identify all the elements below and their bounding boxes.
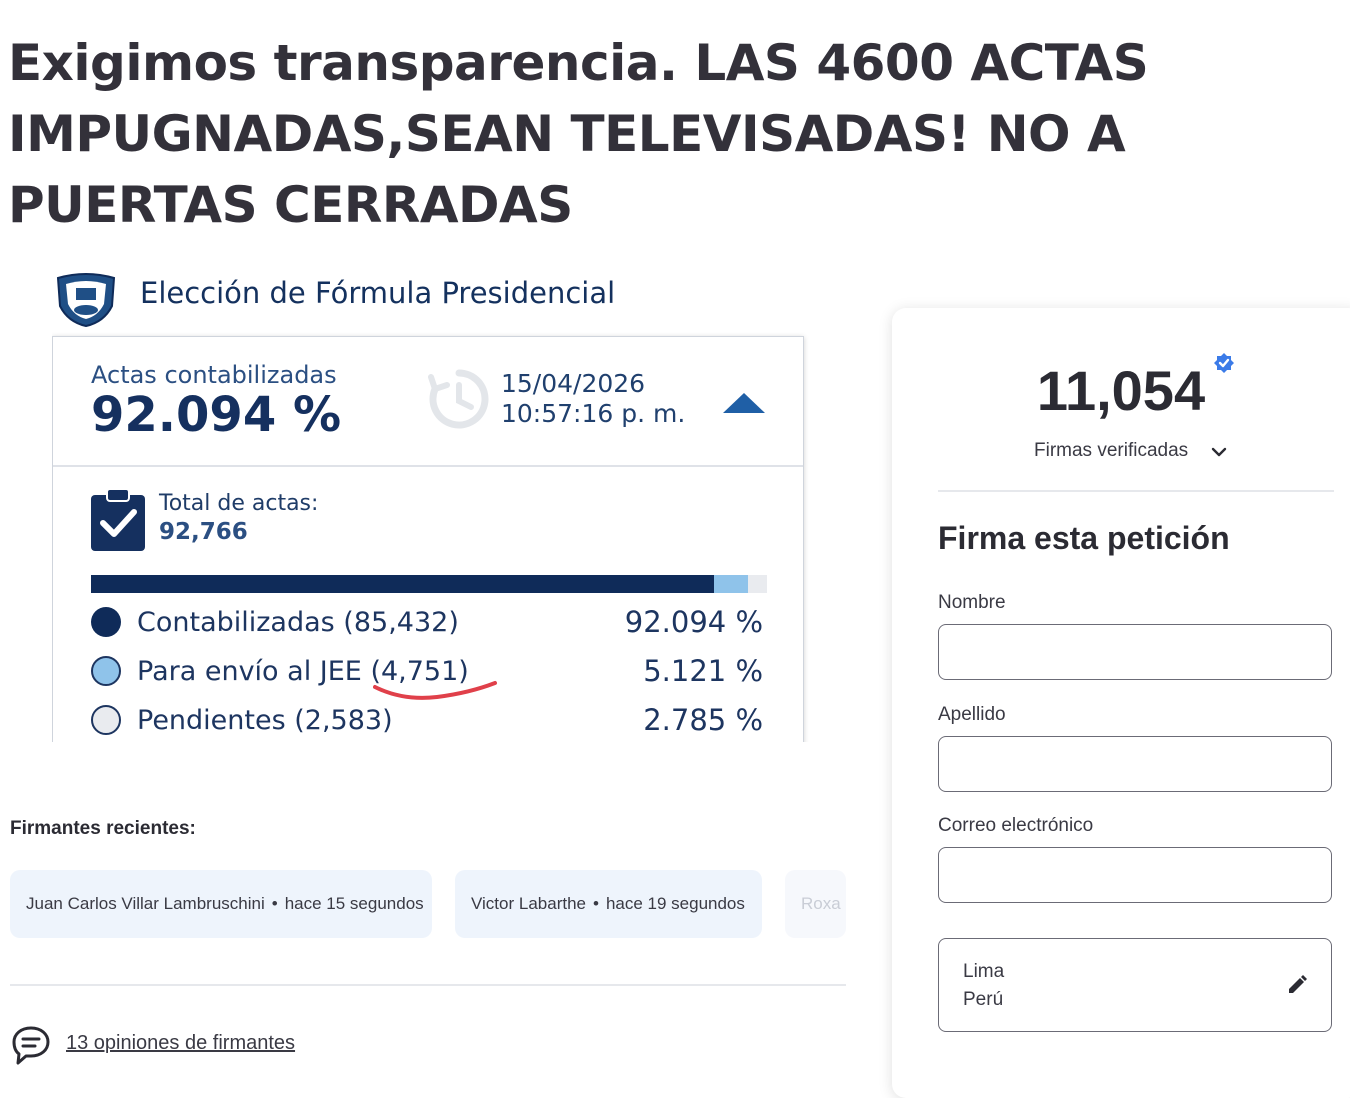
total-actas-value: 92,766 <box>159 519 248 545</box>
update-time: 10:57:16 p. m. <box>501 399 686 428</box>
signature-count: 11,054 <box>1036 359 1206 422</box>
signer-time: hace 19 segundos <box>605 894 745 913</box>
last-name-input[interactable] <box>938 736 1332 792</box>
progress-segment-jee <box>713 575 749 593</box>
signer-time: hace 15 segundos <box>284 894 424 913</box>
coat-of-arms-icon <box>56 273 116 328</box>
results-card-header: Actas contabilizadas 92.094 % 15/04/2026… <box>53 337 803 467</box>
legend-label-jee: Para envío al JEE (4,751) <box>137 656 469 687</box>
legend-dot-jee <box>91 656 121 686</box>
recent-signers-heading: Firmantes recientes: <box>10 818 196 839</box>
petition-title: Exigimos transparencia. LAS 4600 ACTAS I… <box>8 34 1149 234</box>
update-date: 15/04/2026 <box>501 369 646 398</box>
legend-dot-counted <box>91 607 121 637</box>
legend-pct-counted: 92.094 % <box>624 605 763 639</box>
sign-form-title: Firma esta petición <box>938 520 1230 556</box>
actas-progress-bar <box>91 575 767 593</box>
location-city: Lima <box>963 961 1005 982</box>
legend-label-pending: Pendientes (2,583) <box>137 705 393 736</box>
progress-segment-counted <box>91 575 714 593</box>
legend-pct-jee: 5.121 % <box>643 654 763 688</box>
chevron-down-icon[interactable] <box>1210 443 1228 461</box>
recent-signer-chip: Victor Labarthe • hace 19 segundos <box>455 870 762 938</box>
clock-history-icon <box>428 369 489 429</box>
legend-dot-pending <box>91 705 121 735</box>
email-input[interactable] <box>938 847 1332 903</box>
location-country: Perú <box>963 989 1004 1010</box>
verified-badge-icon <box>1214 353 1234 373</box>
location-field[interactable]: Lima Perú <box>938 938 1332 1032</box>
signer-name: Roxa <box>801 894 841 913</box>
election-results-image: Elección de Fórmula Presidencial Actas c… <box>52 268 812 742</box>
panel-divider <box>938 490 1334 492</box>
verified-signatures-toggle[interactable]: Firmas verificadas <box>1034 440 1189 461</box>
actas-value: 92.094 % <box>91 387 342 443</box>
last-name-label: Apellido <box>938 704 1006 725</box>
triangle-up-icon <box>723 393 765 413</box>
comment-bubble-icon <box>12 1026 50 1065</box>
first-name-input[interactable] <box>938 624 1332 680</box>
legend-pct-pending: 2.785 % <box>643 703 763 737</box>
total-actas-label: Total de actas: <box>159 491 319 516</box>
recent-signer-chip: Juan Carlos Villar Lambruschini • hace 1… <box>10 870 432 938</box>
opinions-link[interactable]: 13 opiniones de firmantes <box>66 1032 296 1054</box>
actas-label: Actas contabilizadas <box>91 361 337 389</box>
signer-name: Juan Carlos Villar Lambruschini <box>26 894 265 913</box>
first-name-label: Nombre <box>938 592 1006 613</box>
signer-name: Victor Labarthe <box>471 894 586 913</box>
pencil-edit-icon[interactable] <box>1285 973 1309 997</box>
legend-label-counted: Contabilizadas (85,432) <box>137 607 459 638</box>
sign-petition-panel: 11,054 Firmas verificadas Firma esta pet… <box>892 308 1350 1098</box>
separator-dot: • <box>271 894 278 913</box>
recent-signer-chip: Roxa <box>785 870 846 938</box>
handwritten-underline-mark <box>373 681 497 700</box>
election-title: Elección de Fórmula Presidencial <box>140 276 616 310</box>
results-card: Actas contabilizadas 92.094 % 15/04/2026… <box>52 336 804 742</box>
section-divider <box>10 984 846 986</box>
separator-dot: • <box>592 894 599 913</box>
email-label: Correo electrónico <box>938 815 1094 836</box>
clipboard-check-icon <box>91 488 145 551</box>
